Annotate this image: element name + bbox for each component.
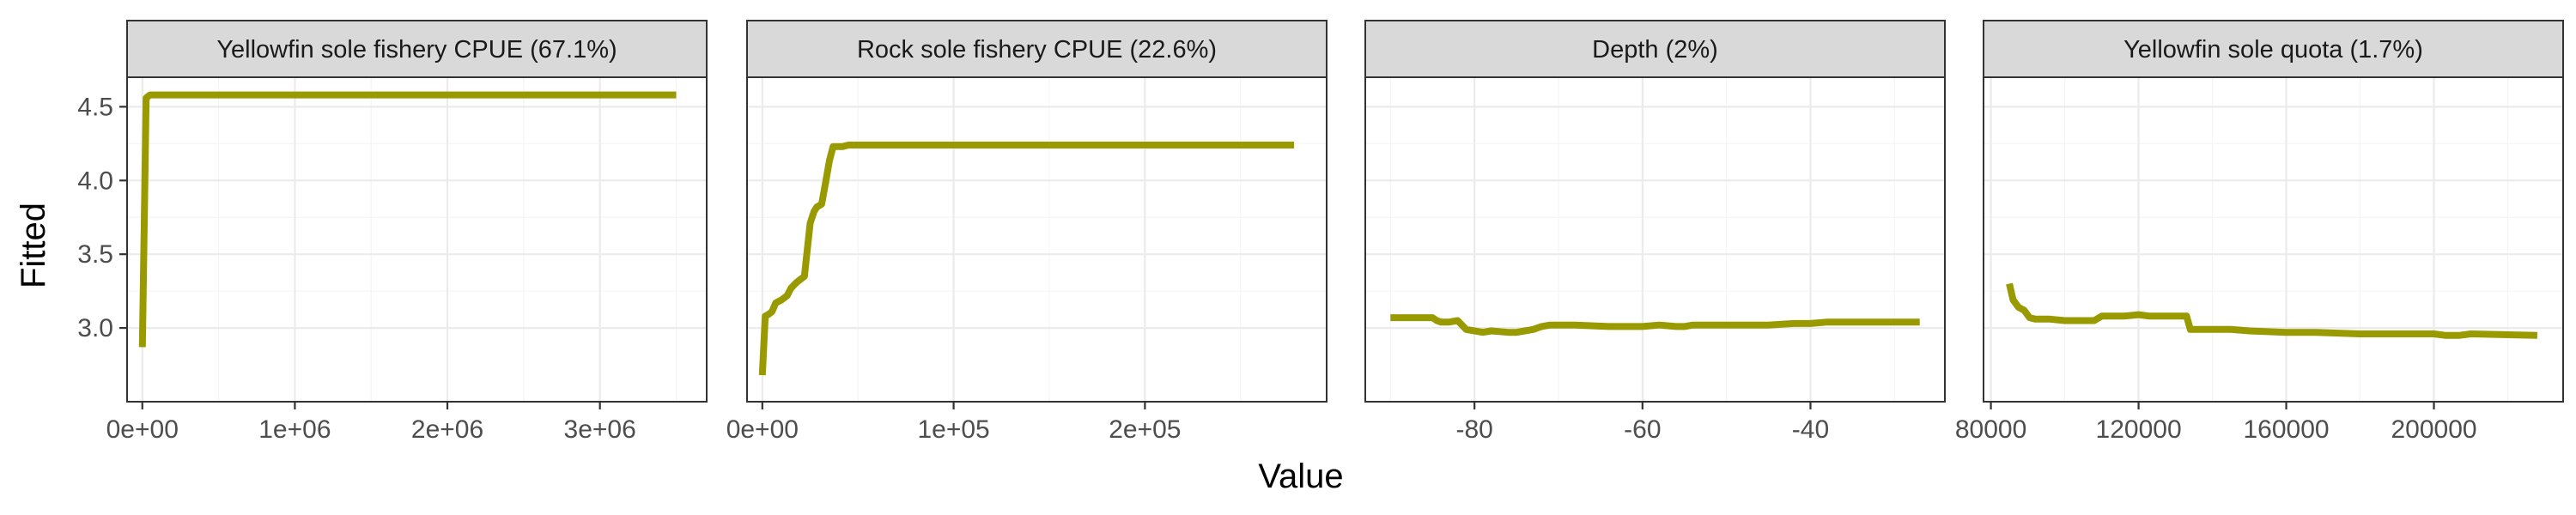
panel-border [1983,76,2564,403]
series-line [1390,314,1920,336]
panel-border [126,76,708,403]
facet-strip [1364,20,1946,78]
facet-panel: Yellowfin sole fishery CPUE (67.1%) 0e+00… [106,20,708,444]
facet-strip-label: Rock sole fishery CPUE (22.6%) [857,36,1217,64]
series-line [758,142,1295,376]
x-tick-label: 80000 [1955,415,2026,444]
x-tick-label: 1e+05 [917,415,989,444]
panel-border [1364,76,1946,403]
y-axis-title: Fitted [15,203,52,288]
x-tick-label: 0e+00 [106,415,179,444]
facet-panel: Yellowfin sole quota (1.7%) 80000 120000 16… [1955,20,2564,444]
facet-panel: Depth (2%) -80 -60 -40 [1364,20,1946,444]
facet-strip-label: Depth (2%) [1592,36,1718,64]
facet-strip [746,20,1327,78]
x-tick-label: 2e+05 [1109,415,1181,444]
series-line [138,91,677,348]
x-tick-label: -80 [1455,415,1492,444]
series-line [2006,282,2537,339]
facet-panel: Rock sole fishery CPUE (22.6%) 0e+00 1e+05… [726,20,1327,444]
y-tick-label: 4.0 [77,167,113,195]
facet-strip [126,20,708,78]
facet-strip [1983,20,2564,78]
x-tick-label: 160000 [2243,415,2329,444]
x-tick-label: 120000 [2096,415,2182,444]
facet-strip-label: Yellowfin sole quota (1.7%) [2123,36,2423,64]
x-tick-label: 1e+06 [258,415,331,444]
x-axis-title: Value [1258,457,1343,495]
y-tick-label: 3.0 [77,314,113,342]
y-tick-label: 3.5 [77,240,113,269]
y-tick-label: 4.5 [77,93,113,121]
y-axis: 3.0 3.5 4.0 4.5 [77,93,127,342]
panel-border [746,76,1327,403]
x-tick-label: 3e+06 [564,415,636,444]
x-tick-label: -40 [1792,415,1829,444]
x-tick-label: 200000 [2391,415,2476,444]
facet-strip-label: Yellowfin sole fishery CPUE (67.1%) [216,36,617,64]
panels-layer: Yellowfin sole fishery CPUE (67.1%) 0e+00… [106,20,2564,444]
x-tick-label: 2e+06 [411,415,483,444]
x-tick-label: 0e+00 [726,415,799,444]
x-tick-label: -60 [1624,415,1661,444]
